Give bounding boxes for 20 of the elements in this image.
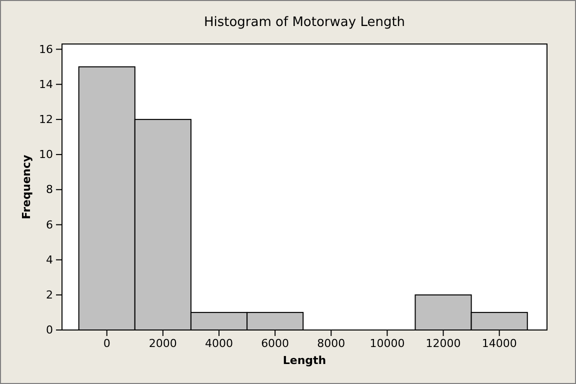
x-tick-label: 8000 [317, 336, 346, 350]
y-tick-label: 4 [46, 253, 53, 266]
x-tick-label: 0 [103, 336, 110, 350]
y-tick-label: 10 [39, 148, 53, 162]
y-axis-title: Frequency [20, 154, 33, 220]
x-axis-title: Length [282, 354, 326, 367]
y-tick-label: 8 [46, 183, 53, 196]
x-tick-label: 4000 [204, 336, 233, 350]
y-tick-label: 16 [39, 42, 53, 56]
x-tick-label: 14000 [482, 336, 517, 350]
y-tick-label: 6 [46, 218, 53, 232]
y-tick-label: 14 [39, 78, 53, 91]
y-tick-label: 0 [46, 324, 53, 337]
chart-title: Histogram of Motorway Length [204, 15, 406, 30]
y-tick-label: 2 [46, 288, 53, 302]
x-tick-label: 6000 [261, 336, 290, 350]
x-tick-label: 10000 [370, 336, 405, 350]
y-tick-label: 12 [39, 112, 53, 126]
x-tick-label: 2000 [148, 336, 177, 350]
x-tick-label: 12000 [426, 336, 461, 350]
